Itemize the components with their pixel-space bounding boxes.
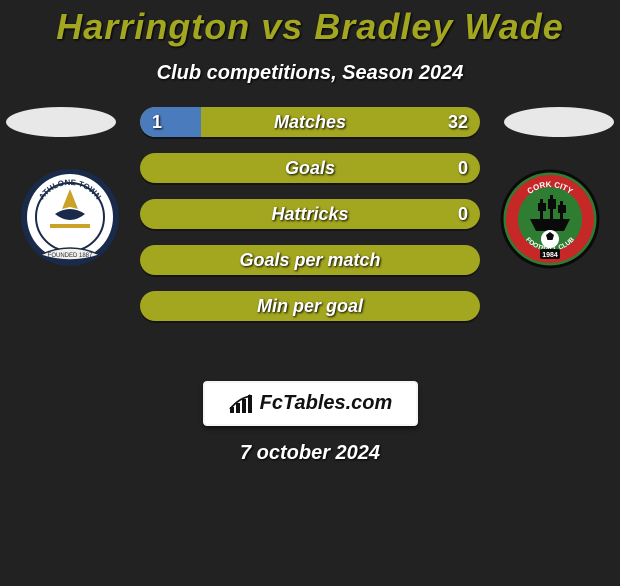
avatar-left-placeholder	[6, 107, 116, 137]
footer-date: 7 october 2024	[0, 442, 620, 465]
crest-right: CORK CITY FOOTBALL CLUB 1984	[500, 169, 600, 269]
stat-bar-value-right: 32	[448, 107, 468, 137]
avatar-right-placeholder	[504, 107, 614, 137]
stat-bar-value-left: 1	[152, 107, 162, 137]
stat-bar: Min per goal	[140, 291, 480, 321]
page-title: Harrington vs Bradley Wade	[0, 6, 620, 48]
fctables-logo-text: FcTables.com	[260, 392, 393, 415]
page-subtitle: Club competitions, Season 2024	[0, 62, 620, 85]
stat-bar-label: Matches	[140, 107, 480, 137]
crest-left: ATHLONE TOWN FOUNDED 1887	[20, 169, 120, 269]
stat-bar: Hattricks0	[140, 199, 480, 229]
stat-bar-label: Min per goal	[140, 291, 480, 321]
stat-bar: Goals0	[140, 153, 480, 183]
fctables-logo-box: FcTables.com	[203, 381, 418, 426]
signal-bars-icon	[228, 393, 256, 415]
stat-bar-label: Goals per match	[140, 245, 480, 275]
stat-bar-value-right: 0	[458, 153, 468, 183]
svg-text:FOUNDED 1887: FOUNDED 1887	[48, 253, 93, 259]
svg-text:1984: 1984	[542, 252, 558, 259]
stat-bar: Matches1 32	[140, 107, 480, 137]
stat-bars: Matches132Goals0Hattricks0Goals per matc…	[140, 107, 480, 337]
stat-bar-label: Hattricks	[140, 199, 480, 229]
comparison-stage: ATHLONE TOWN FOUNDED 1887 CORK CITY FOOT…	[0, 107, 620, 367]
stat-bar-value-right: 0	[458, 199, 468, 229]
stat-bar: Goals per match	[140, 245, 480, 275]
stat-bar-label: Goals	[140, 153, 480, 183]
